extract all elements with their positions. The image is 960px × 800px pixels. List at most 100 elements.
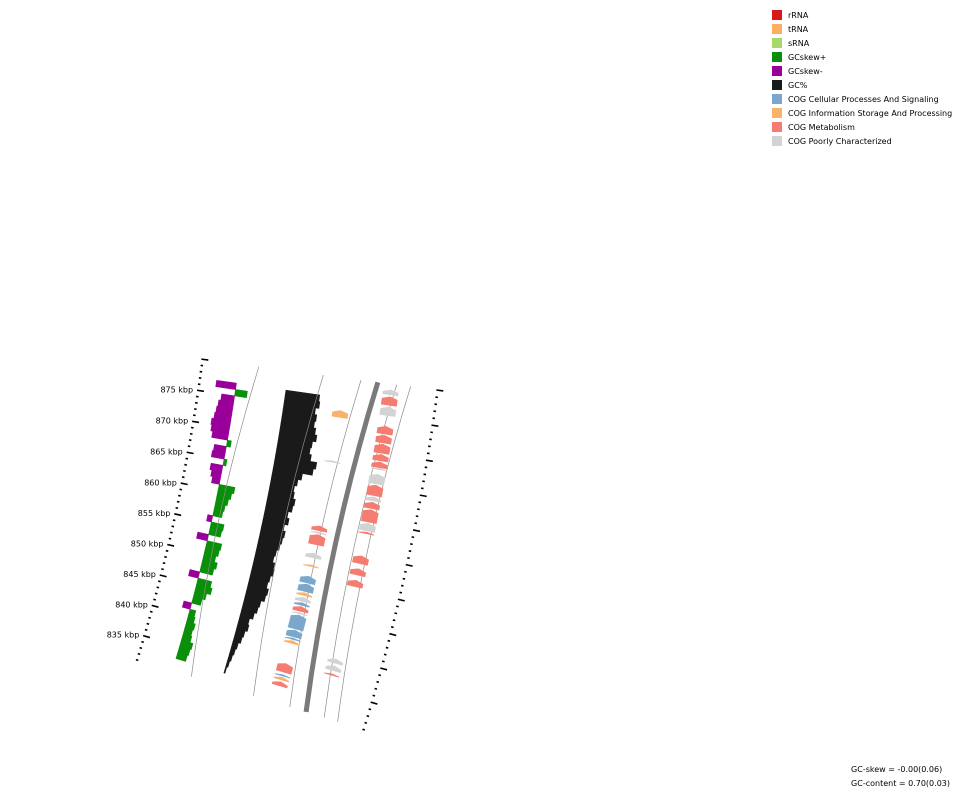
gc-content-segment xyxy=(275,448,312,462)
gc-content-segment xyxy=(246,583,269,596)
gene-feature xyxy=(293,602,310,608)
outer-major-tick xyxy=(425,459,433,463)
gc-skew-segment xyxy=(188,569,201,579)
minor-tick xyxy=(148,616,151,619)
gene-feature xyxy=(285,629,303,640)
gene-feature xyxy=(299,575,317,586)
outer-minor-tick xyxy=(407,556,410,560)
kbp-scale: 835 kbp 840 kbp 845 kbp 850 kbp 855 kbp 860 k… xyxy=(107,358,444,731)
gc-skew-segment xyxy=(234,389,248,398)
gc-skew-segment xyxy=(206,514,214,523)
outer-minor-tick xyxy=(364,721,368,724)
minor-tick xyxy=(144,628,148,632)
outer-minor-tick xyxy=(404,570,407,573)
minor-tick xyxy=(176,500,180,503)
gene-feature xyxy=(364,496,382,503)
gene-feature xyxy=(305,552,322,560)
legend-item: GC% xyxy=(772,78,952,92)
gene-feature xyxy=(382,389,399,397)
kbp-tick-label: 860 kbp xyxy=(144,478,177,487)
gc-content-segment xyxy=(223,666,228,674)
minor-tick xyxy=(154,592,158,595)
kbp-tick-label: 850 kbp xyxy=(131,540,164,549)
legend-swatch xyxy=(772,80,782,90)
legend-label: COG Metabolism xyxy=(788,122,855,132)
minor-tick xyxy=(169,531,173,534)
minor-tick xyxy=(179,488,183,491)
gene-feature xyxy=(380,396,398,407)
legend-label: GCskew- xyxy=(788,66,823,76)
outer-minor-tick xyxy=(383,653,387,656)
minor-tick xyxy=(162,562,166,565)
gene-feature xyxy=(325,665,342,673)
gc-content-segment xyxy=(259,525,286,539)
gc-content-segment xyxy=(281,409,318,422)
major-tick xyxy=(174,513,182,517)
gc-skew-segment xyxy=(186,615,196,624)
legend-swatch xyxy=(772,24,782,34)
major-tick xyxy=(196,389,205,393)
outer-minor-tick xyxy=(394,612,398,615)
outer-major-tick xyxy=(412,529,421,533)
gc-content-segment xyxy=(262,513,290,526)
gene-feature xyxy=(296,592,313,598)
gc-content-segment xyxy=(283,396,321,409)
legend-label: COG Cellular Processes And Signaling xyxy=(788,94,939,104)
gene-feature xyxy=(358,531,375,536)
kbp-tick-label: 875 kbp xyxy=(160,386,193,395)
major-tick xyxy=(142,634,151,639)
minor-tick xyxy=(139,646,143,650)
outer-minor-tick xyxy=(400,584,404,587)
legend-label: COG Information Storage And Processing xyxy=(788,108,953,118)
gc-content-segment xyxy=(266,493,296,507)
outer-minor-tick xyxy=(387,639,391,642)
minor-tick xyxy=(137,652,141,656)
legend-item: rRNA xyxy=(772,8,952,22)
gene-feature xyxy=(324,460,341,464)
gene-feature xyxy=(346,580,364,589)
gene-feature xyxy=(308,534,326,547)
gc-skew-segment xyxy=(222,458,228,467)
gene-feature xyxy=(323,672,340,678)
legend-item: COG Metabolism xyxy=(772,120,952,134)
gene-feature xyxy=(303,564,319,569)
gene-feature xyxy=(371,461,388,470)
gene-feature xyxy=(370,467,387,472)
gc-content-segment xyxy=(278,428,318,443)
outer-minor-tick xyxy=(374,687,378,690)
outer-major-tick xyxy=(436,389,444,392)
minor-tick xyxy=(141,640,145,644)
legend-label: GCskew+ xyxy=(788,52,827,62)
legend-swatch xyxy=(772,66,782,76)
gc-content-stat: GC-content = 0.70(0.03) xyxy=(851,779,950,788)
legend-label: GC% xyxy=(788,80,808,90)
gc-skew-segment xyxy=(213,444,227,454)
outer-major-tick xyxy=(419,494,427,498)
legend-label: rRNA xyxy=(788,10,809,20)
legend-swatch xyxy=(772,52,782,62)
gc-skew-segment xyxy=(196,531,209,542)
gene-feature xyxy=(297,583,315,594)
major-tick xyxy=(186,451,194,455)
gene-feature xyxy=(294,597,311,604)
outer-minor-tick xyxy=(378,674,382,677)
gc-content-segment xyxy=(225,659,231,668)
legend-item: GCskew- xyxy=(772,64,952,78)
major-tick xyxy=(159,574,167,578)
gc-skew-segment xyxy=(220,393,235,403)
genome-backbone xyxy=(303,381,381,713)
gc-skew-segment xyxy=(215,405,234,416)
gene-feature xyxy=(360,509,379,524)
outer-minor-tick xyxy=(410,543,413,546)
minor-tick xyxy=(135,658,139,662)
gene-feature xyxy=(310,531,327,536)
legend-label: tRNA xyxy=(788,24,809,34)
kbp-tick-label: 865 kbp xyxy=(150,448,183,457)
major-tick xyxy=(191,420,200,424)
legend-swatch xyxy=(772,136,782,146)
gene-feature xyxy=(271,681,288,689)
minor-tick xyxy=(171,525,175,528)
gc-skew-segment xyxy=(217,483,236,495)
gc-content-segment xyxy=(252,558,276,570)
kbp-tick-label: 840 kbp xyxy=(115,600,148,609)
